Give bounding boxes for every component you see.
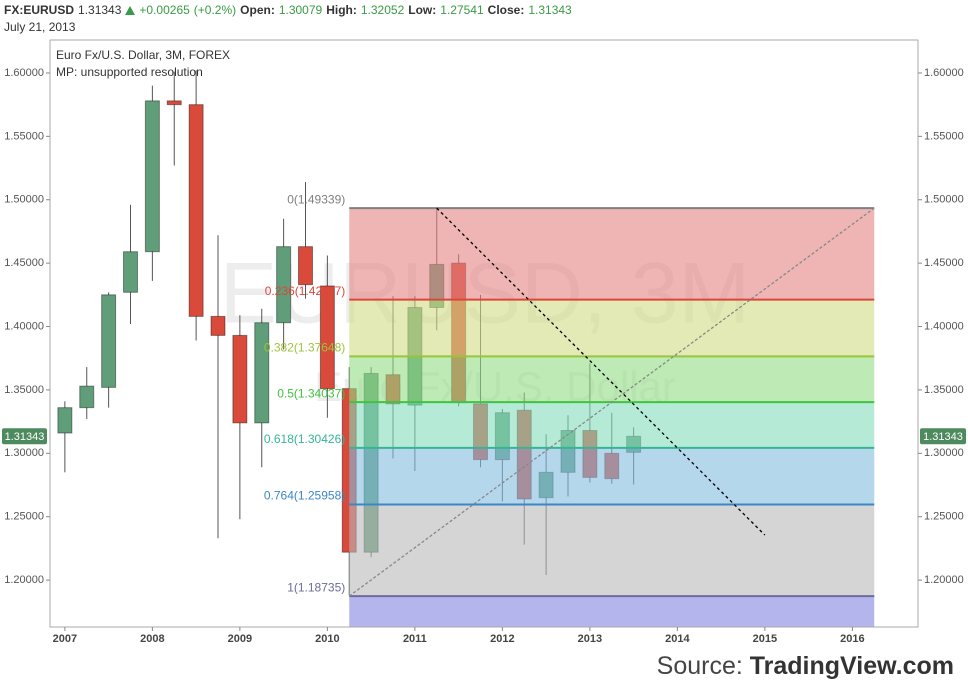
fib-label: 0.382(1.37648) <box>264 341 345 355</box>
fib-band <box>349 596 875 627</box>
candle-body <box>101 294 117 388</box>
change-pct: (+0.2%) <box>193 3 237 17</box>
fib-label: 1(1.18735) <box>287 580 345 594</box>
trend-line <box>348 207 875 597</box>
x-tick-label: 2008 <box>140 633 164 645</box>
x-tick-label: 2013 <box>578 633 602 645</box>
y-tick-label-right: 1.20000 <box>924 574 964 586</box>
x-tick-label: 2007 <box>53 633 77 645</box>
y-tick-label: 1.20000 <box>4 574 44 586</box>
fib-band <box>349 356 875 403</box>
y-tick-label-right: 1.25000 <box>924 511 964 523</box>
candle-body <box>57 407 73 434</box>
last-price: 1.31343 <box>78 3 122 17</box>
fib-label: 0(1.49339) <box>287 192 345 206</box>
price-marker <box>920 428 966 445</box>
y-tick-label: 1.50000 <box>4 194 44 206</box>
fib-band <box>349 208 875 300</box>
close-label: Close: <box>487 3 525 17</box>
y-tick-label-right: 1.40000 <box>924 320 964 332</box>
source-label: Source: <box>656 652 743 680</box>
candle-body <box>188 104 204 317</box>
x-tick-label: 2014 <box>665 633 690 645</box>
low-label: Low: <box>408 3 437 17</box>
y-tick-label: 1.25000 <box>4 511 44 523</box>
candle-body <box>123 251 138 293</box>
up-arrow <box>125 6 136 15</box>
price-marker <box>2 428 47 445</box>
date: July 21, 2013 <box>4 20 76 34</box>
y-tick-label-right: 1.60000 <box>924 67 964 79</box>
fib-label: 0.236(1.42117) <box>265 284 346 298</box>
y-tick-label-right: 1.30000 <box>924 447 964 459</box>
low-value: 1.27541 <box>440 3 484 17</box>
high-label: High: <box>326 3 357 17</box>
chart-subtitle: MP: unsupported resolution <box>56 65 203 79</box>
trend-line <box>436 207 766 536</box>
y-tick-label-right: 1.35000 <box>924 384 964 396</box>
fib-label: 0.764(1.25958) <box>264 489 345 503</box>
candle-body <box>166 100 182 106</box>
open-label: Open: <box>240 3 275 17</box>
y-tick-label: 1.30000 <box>4 447 44 459</box>
price-marker-label: 1.31343 <box>923 431 963 443</box>
y-tick-label: 1.60000 <box>4 67 44 79</box>
fib-label: 0.5(1.34037) <box>277 386 345 400</box>
candle-body <box>319 285 335 390</box>
candle-body <box>254 322 270 424</box>
fib-band <box>349 299 875 357</box>
x-tick-label: 2010 <box>315 633 339 645</box>
candle-body <box>232 334 248 424</box>
candle-body <box>79 385 95 409</box>
y-tick-label-right: 1.55000 <box>924 130 964 142</box>
fib-band <box>349 504 875 597</box>
y-tick-label: 1.35000 <box>4 384 44 396</box>
price-marker-label: 1.31343 <box>5 431 45 443</box>
candle-body <box>210 315 226 336</box>
high-value: 1.32052 <box>360 3 405 17</box>
fib-band <box>349 447 875 505</box>
header: FX:EURUSD 1.31343 +0.00265 (+0.2%) Open:… <box>4 2 572 36</box>
fib-label: 0.618(1.30426) <box>264 432 345 446</box>
x-tick-label: 2012 <box>490 633 514 645</box>
chart-title: Euro Fx/U.S. Dollar, 3M, FOREX <box>56 48 230 62</box>
candle-body <box>144 100 160 253</box>
y-tick-label: 1.40000 <box>4 320 44 332</box>
symbol: FX:EURUSD <box>4 3 75 17</box>
y-tick-label-right: 1.45000 <box>924 257 964 269</box>
source-name: TradingView.com <box>749 652 954 680</box>
fib-band <box>349 402 875 448</box>
y-tick-label-right: 1.50000 <box>924 194 964 206</box>
x-tick-label: 2009 <box>228 633 252 645</box>
quote-row: FX:EURUSD 1.31343 +0.00265 (+0.2%) Open:… <box>4 2 572 19</box>
x-tick-label: 2011 <box>403 633 427 645</box>
plot-border <box>49 39 919 628</box>
source: Source: TradingView.com <box>657 652 954 681</box>
x-tick-label: 2015 <box>753 633 777 645</box>
candle-body <box>298 246 313 286</box>
open-value: 1.30079 <box>278 3 323 17</box>
y-tick-label: 1.55000 <box>4 130 44 142</box>
close-value: 1.31343 <box>528 3 572 17</box>
change: +0.00265 <box>139 3 190 17</box>
x-tick-label: 2016 <box>840 633 864 645</box>
y-tick-label: 1.45000 <box>4 257 44 269</box>
candle-body <box>276 246 292 324</box>
